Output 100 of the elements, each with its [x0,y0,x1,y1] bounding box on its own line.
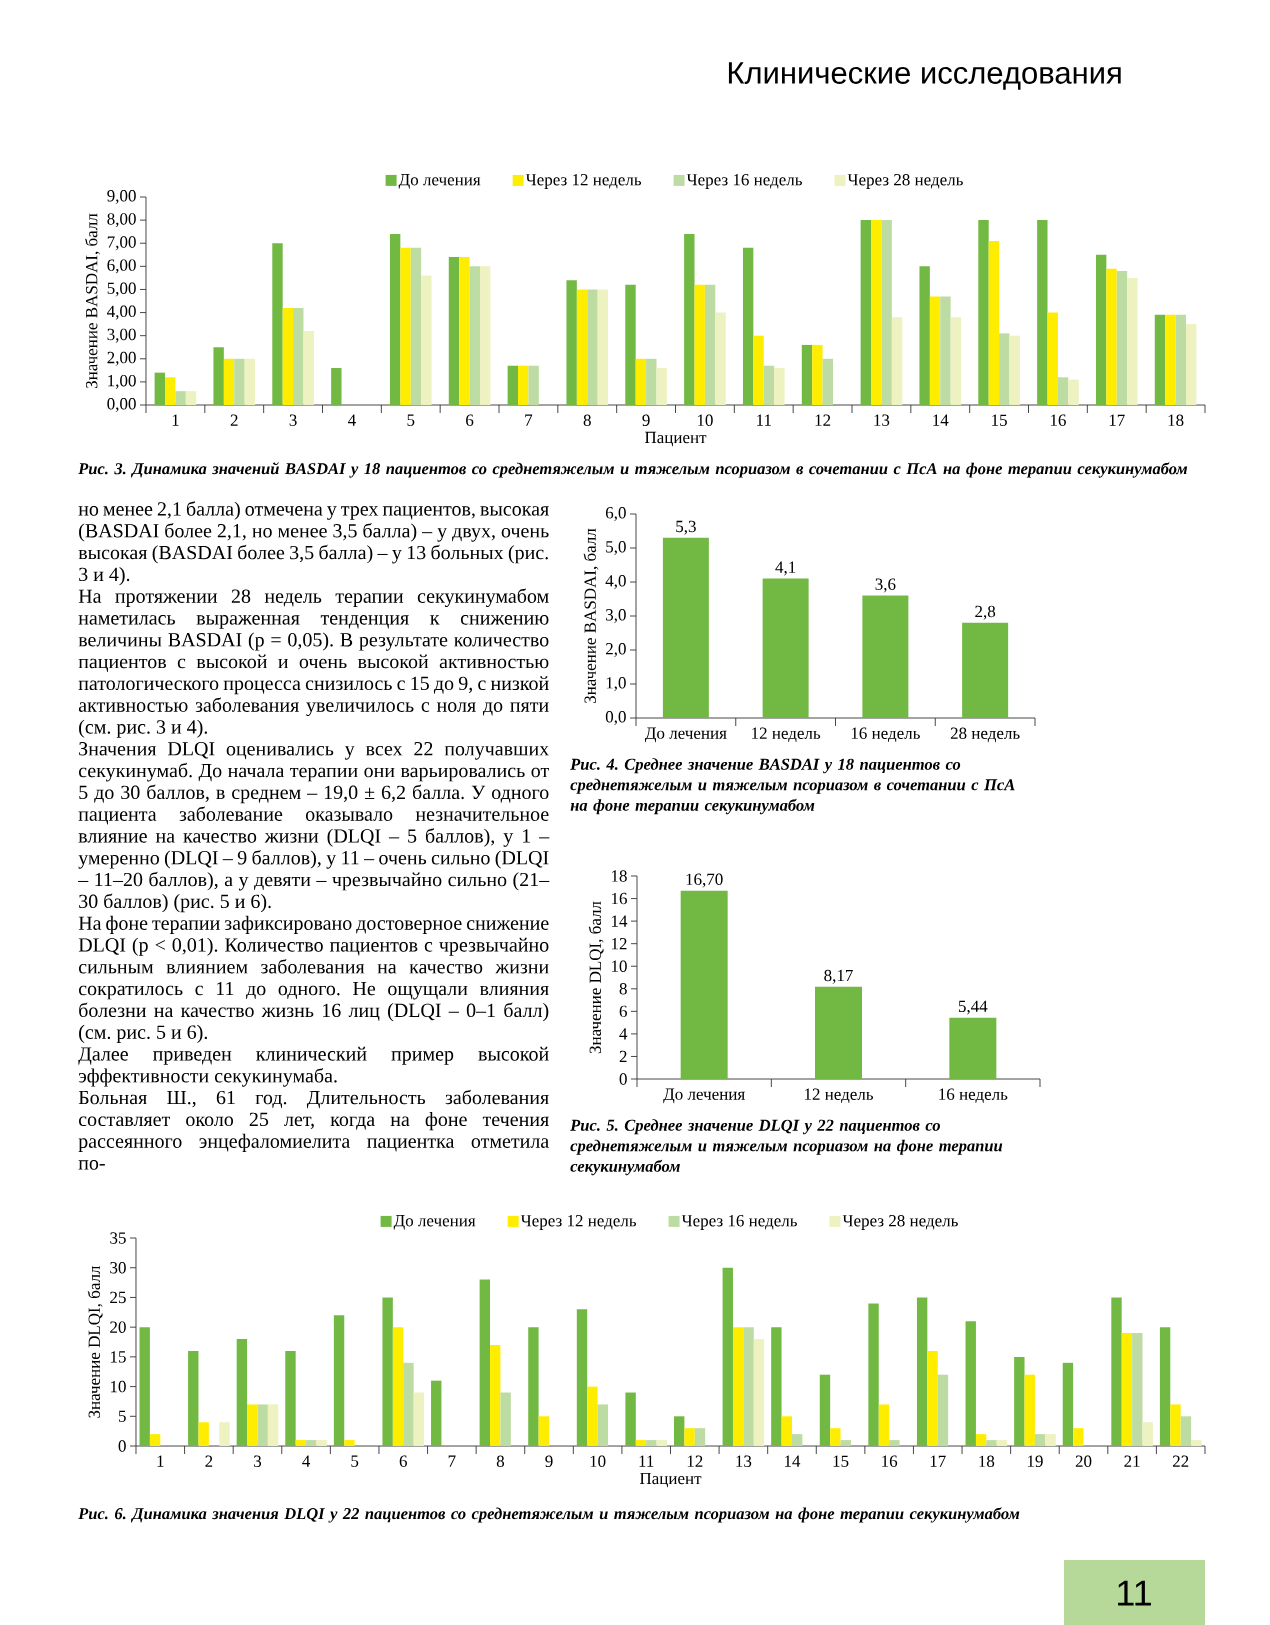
y-tick-label: 15 [110,1351,126,1363]
bar [490,1344,501,1447]
y-tick-label: 14 [611,915,628,927]
bar [774,368,785,406]
bar [694,1428,706,1447]
y-tick-label: 2,00 [107,351,136,366]
y-axis-title: Значение BASDAI, балл [583,528,599,704]
y-tick-label: 6,0 [605,507,626,521]
x-tick-label: 9 [545,1455,553,1467]
y-tick-label: 2 [619,1050,627,1063]
bar [1154,314,1166,406]
bar [881,220,892,406]
bar [234,358,245,406]
bar [587,289,598,406]
bar [1037,220,1048,406]
text: Клинические исследования [728,62,1121,90]
x-axis-title: Пациент [639,1472,702,1488]
bar [244,358,256,406]
bar [646,358,657,406]
bar [771,1327,782,1447]
y-tick-label: 5,0 [606,541,626,555]
x-tick-label: 16 [1050,414,1066,426]
y-tick-label: 0 [118,1440,126,1452]
bar [267,1404,279,1447]
data-label: 5,3 [676,520,696,535]
legend-label: До лечения [393,1215,476,1230]
x-tick-label: 8 [583,414,591,427]
x-tick-label: 16 недель [939,1088,1008,1104]
bar [860,220,872,406]
data-label: 5,44 [958,1000,988,1015]
bar [722,1267,733,1447]
x-tick-label: 7 [525,414,533,426]
bar [704,284,716,406]
bar [656,1440,667,1447]
y-tick-label: 4 [619,1028,628,1040]
bar [448,257,460,406]
bar [625,284,636,406]
y-tick-label: 25 [110,1291,126,1304]
bar [715,312,726,406]
bar [149,1434,161,1447]
bar [344,1440,355,1447]
bar [762,578,809,719]
x-tick-label: 1 [172,414,179,426]
text: Значения DLQI оценивались у всех 22 получавших секукинумаб. До начала терапии они варьировались от 5 до 30 баллов, в среднем – 19,0 ± 6,2 балла. У одного пациента заболевание оказывало незначительное влияние на качество жизни (DLQI – 5 баллов), у 1 – умеренно (DLQI – 9 баллов), у 11 – очень сильно (DLQI – 11–20 баллов), а у девяти – чрезвычайно сильно (21–30 баллов) (рис. 5 и 6). [78,742,550,913]
bar [400,247,411,406]
bar [1142,1422,1153,1447]
bar [694,284,705,406]
text: Рис. 5. Среднее значение DLQI у 22 пациентов со среднетяжелым и тяжелым псориазом на фоне терапии секукинумабом [570,1119,1003,1176]
bar [1185,324,1197,406]
x-tick-label: 16 [882,1455,898,1467]
bar [331,368,342,406]
bar [635,1440,647,1447]
bar [421,275,432,406]
bar [597,289,609,406]
bar [940,296,951,406]
bar [566,280,577,406]
bar [1095,254,1107,406]
y-tick-label: 2,0 [605,643,626,657]
bar [188,1350,199,1447]
bar [459,257,470,406]
text: На фоне терапии зафиксировано достоверное снижение DLQI (p < 0,01). Количество пациентов с чрезвычайно сильным влиянием заболевания на качество жизни сократилось с 11 до одного. Не ощущали влияния болезни на качество жизнь 16 лиц (DLQI – 0–1 балл) (см. рис. 5 и 6). [78,915,549,1043]
y-tick-label: 0 [619,1073,627,1085]
y-axis-title: Значение DLQI, балл [87,1265,103,1418]
text: Рис. 3. Динамика значений BASDAI у 18 пациентов со среднетяжелым и тяжелым псориазом в сочетании с ПсА на фоне терапии секукинумабом [78,462,1188,478]
bar [1073,1428,1084,1447]
bar [316,1440,327,1447]
x-tick-label: 2 [230,414,238,426]
bar [198,1422,209,1447]
y-tick-label: 10 [611,960,627,972]
x-tick-label: 14 [784,1455,801,1467]
y-tick-label: 1,00 [108,374,136,389]
x-tick-label: 7 [448,1455,456,1467]
bar [950,317,962,406]
y-tick-label: 5,00 [107,282,136,297]
text: Рис. 4. Среднее значение BASDAI у 18 пациентов со среднетяжелым и тяжелым псориазом в сочетании с ПсА на фоне терапии секукинумабом [570,758,1015,815]
bar [139,1327,150,1447]
bar [1106,268,1117,406]
y-tick-label: 12 [611,938,627,950]
bar [1180,1416,1192,1447]
x-tick-label: 5 [351,1455,359,1467]
bar [743,1327,754,1447]
x-tick-label: 4 [302,1455,311,1467]
bar [479,1279,491,1447]
bar [507,365,519,406]
bar [949,1017,997,1080]
y-tick-label: 0,00 [107,398,136,412]
bar [878,1404,890,1447]
bar [830,1428,841,1447]
x-tick-label: 28 недель [950,727,1020,743]
y-tick-label: 18 [611,870,627,882]
bar [684,233,695,406]
x-tick-label: 17 [930,1455,946,1467]
bar [219,1422,230,1447]
y-tick-label: 4,0 [605,575,626,589]
x-tick-label: 8 [496,1455,505,1468]
bar [1057,377,1069,406]
bar [389,233,401,406]
bar [656,368,667,406]
bar [673,1416,685,1447]
x-tick-label: 18 [1168,414,1184,427]
